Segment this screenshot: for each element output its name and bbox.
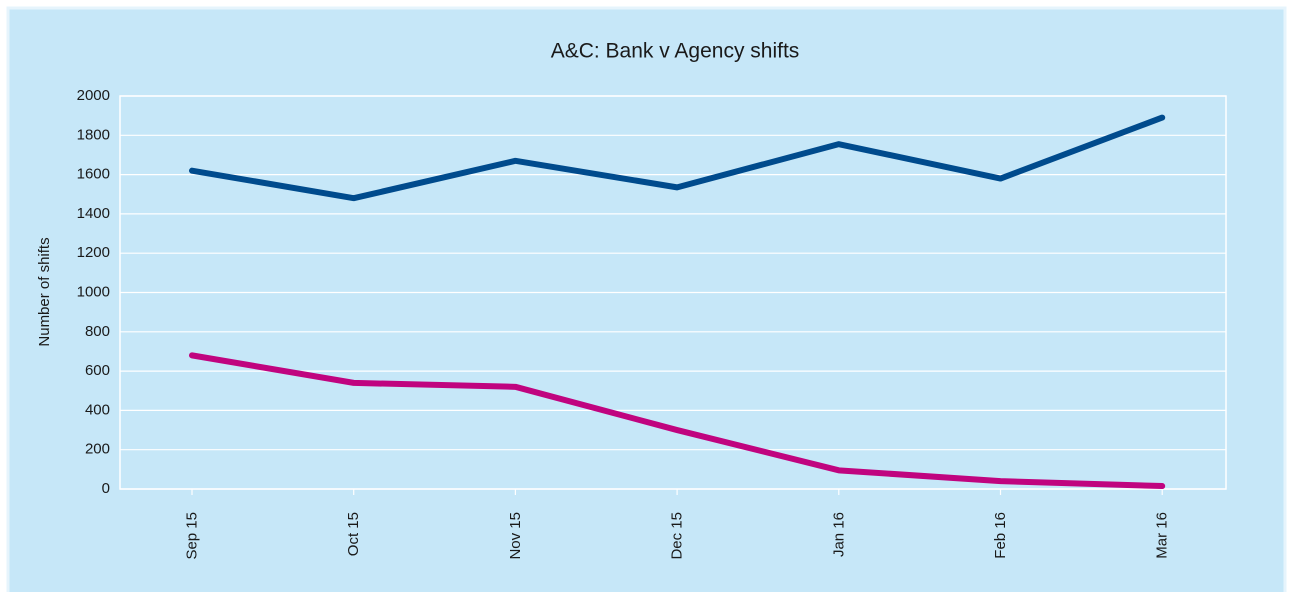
y-tick-label: 1000 [77, 283, 110, 300]
chart-title: A&C: Bank v Agency shifts [551, 40, 800, 63]
x-tick-label: Oct 15 [345, 512, 362, 556]
line-series [189, 352, 1166, 490]
y-tick-label: 200 [85, 441, 110, 458]
y-tick-label: 800 [85, 323, 110, 340]
y-tick-label: 1200 [77, 244, 110, 261]
x-tick-label: Dec 15 [669, 512, 686, 560]
line-series [189, 114, 1166, 202]
y-tick-label: 1800 [77, 126, 110, 143]
x-tick-label: Sep 15 [184, 512, 201, 560]
y-tick-label: 1600 [77, 166, 110, 183]
y-axis-label: Number of shifts [36, 237, 53, 346]
y-tick-label: 1400 [77, 205, 110, 222]
x-tick-label: Mar 16 [1154, 512, 1171, 559]
y-tick-label: 400 [85, 401, 110, 418]
y-tick-label: 2000 [77, 87, 110, 104]
x-tick-label: Feb 16 [992, 512, 1009, 559]
x-tick-label: Jan 16 [830, 512, 847, 557]
y-tick-label: 0 [102, 480, 110, 497]
x-tick-label: Nov 15 [507, 512, 524, 560]
y-tick-label: 600 [85, 362, 110, 379]
